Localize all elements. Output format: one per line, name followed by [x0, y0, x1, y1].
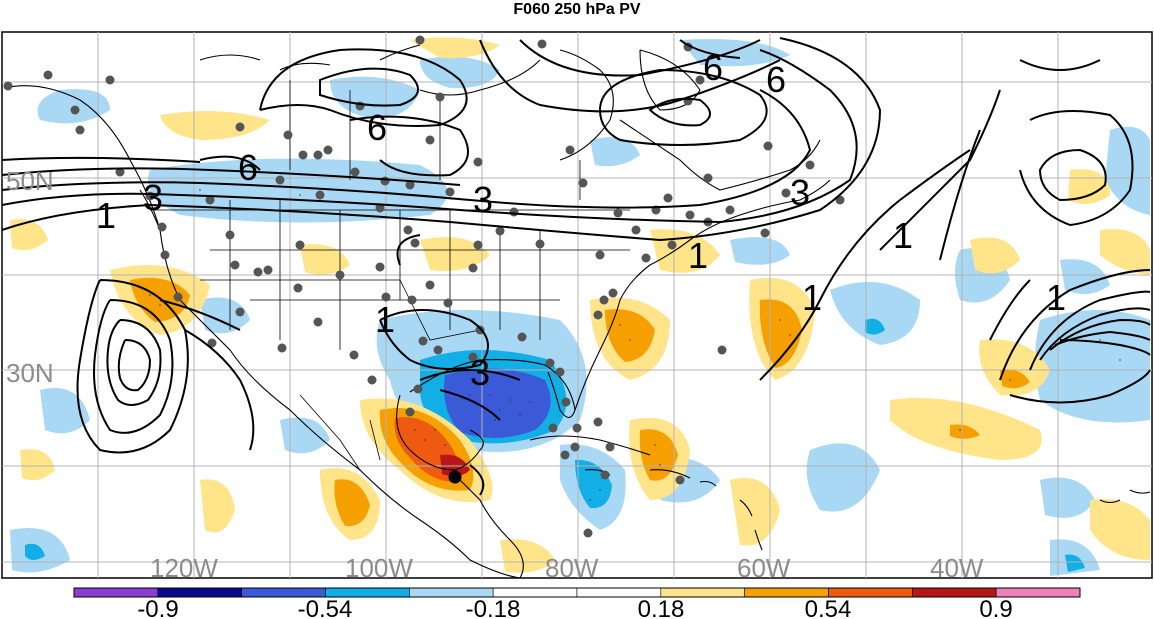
colorbar-tick-label: 0.9: [979, 596, 1012, 619]
lon-label-100w: 100W: [345, 553, 413, 583]
graticule: [2, 32, 1152, 578]
contour-label: 1: [688, 235, 708, 276]
contour-label: 1: [893, 215, 913, 256]
contour-label: 1: [1046, 277, 1066, 318]
contour-labels: 6 6 6 6 3 3 3 1 1 1 1 1 1 3: [96, 47, 1066, 393]
contour-label: 1: [375, 299, 395, 340]
contour-label: 1: [96, 195, 116, 236]
highlighted-station-marker: [448, 470, 462, 484]
lat-label-30n: 30N: [6, 358, 54, 388]
pv-contours: [1, 37, 1151, 496]
contour-label: 6: [367, 107, 387, 148]
contour-label: 1: [802, 277, 822, 318]
colorbar-tick-label: 0.54: [805, 596, 852, 619]
lon-label-40w: 40W: [930, 553, 984, 583]
lon-label-80w: 80W: [545, 553, 599, 583]
contour-label: 6: [766, 59, 786, 100]
coastlines: [3, 44, 1151, 579]
contour-label: 3: [473, 179, 493, 220]
colorbar-tick-label: -0.54: [298, 596, 353, 619]
lat-label-50n: 50N: [6, 166, 54, 196]
lon-label-60w: 60W: [737, 553, 791, 583]
negative-anomaly-fills: [10, 39, 1150, 576]
graticule-labels: 50N 30N 120W 100W 80W 60W 40W: [6, 166, 984, 583]
contour-label: 6: [238, 147, 258, 188]
stippling: [149, 189, 1121, 501]
contour-label: 3: [470, 352, 490, 393]
station-markers: [3, 35, 845, 538]
lon-label-120w: 120W: [150, 553, 218, 583]
colorbar-ticks: -0.9 -0.54 -0.18 0.18 0.54 0.9: [137, 596, 1012, 619]
contour-label: 6: [703, 47, 723, 88]
map-panel: 6 6 6 6 3 3 3 1 1 1 1 1 1 3 50N 30N 120W…: [1, 31, 1153, 583]
colorbar-tick-label: -0.9: [137, 596, 178, 619]
contour-label: 3: [143, 177, 163, 218]
map-title: F060 250 hPa PV: [513, 1, 641, 18]
colorbar: -0.9 -0.54 -0.18 0.18 0.54 0.9: [73, 587, 1081, 619]
colorbar-tick-label: -0.18: [466, 596, 521, 619]
contour-label: 3: [790, 172, 810, 213]
colorbar-tick-label: 0.18: [638, 596, 685, 619]
